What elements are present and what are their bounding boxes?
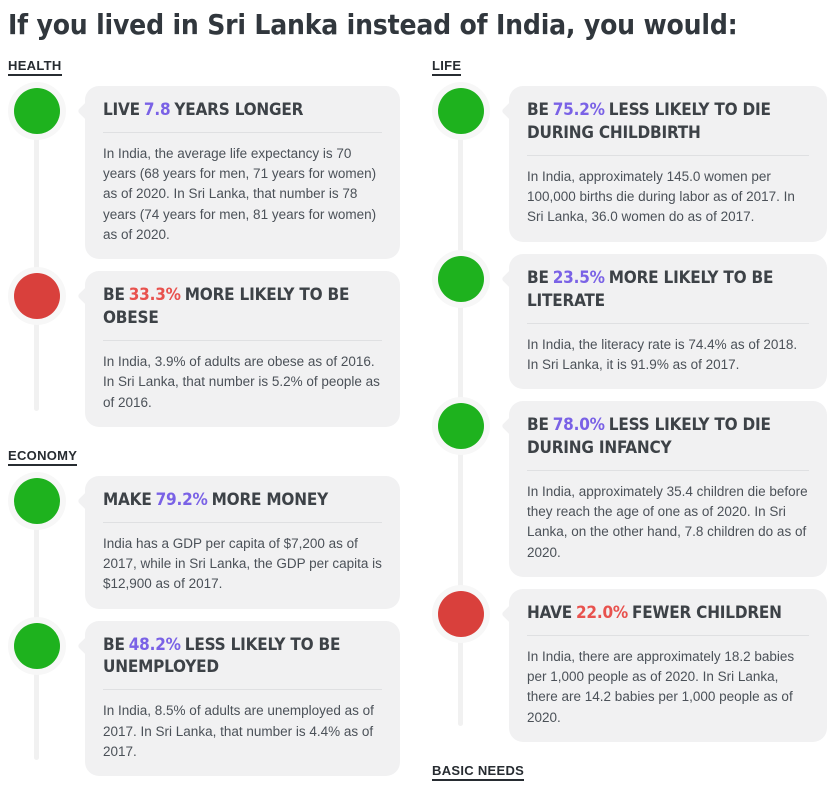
headline-value: 7.8 [143,100,171,120]
positive-indicator-icon [438,403,484,449]
comparison-card: BE 33.3% MORE LIKELY TO BE OBESE In India,… [77,271,400,427]
comparison-headline: BE 75.2% LESS LIKELY TO DIE DURING CHILDBI… [527,99,809,145]
headline-value: 79.2% [155,489,208,510]
comparison-description: In India, 8.5% of adults are unemployed … [103,703,374,759]
positive-indicator-icon [14,622,60,669]
positive-indicator-icon [14,477,60,524]
comparison-headline: BE 33.3% MORE LIKELY TO BE OBESE [103,284,382,330]
headline-value: 75.2% [552,100,605,120]
timeline-connector [34,110,39,411]
card-pointer-icon [501,101,521,121]
positive-indicator-icon [438,88,484,134]
comparison-headline: BE 48.2% LESS LIKELY TO BE UNEMPLOYED [103,634,382,680]
comparison-card: BE 78.0% LESS LIKELY TO DIE DURING INFANCY… [501,401,827,577]
comparison-item: MAKE 79.2% MORE MONEY India has a GDP per … [8,475,400,609]
comparison-item: HAVE 22.0% FEWER CHILDREN In India, there … [432,588,827,742]
headline-text-post: LESS LIKELY TO BE UNEMPLOYED [103,634,341,678]
category-cards: BE 75.2% LESS LIKELY TO DIE DURING CHILDBI… [432,86,827,742]
comparison-card: BE 75.2% LESS LIKELY TO DIE DURING CHILDBI… [501,86,827,242]
category-section-life: LIFE BE 75.2% LESS LIKELY TO DIE DURING CH… [432,57,827,742]
comparison-item: BE 33.3% MORE LIKELY TO BE OBESE In India,… [8,271,400,427]
headline-text-pre: MAKE [103,489,152,510]
category-section-basic-needs: BASIC NEEDS [432,762,827,791]
comparison-card: LIVE 7.8 YEARS LONGER In India, the averag… [77,86,400,260]
negative-indicator-icon [14,273,60,320]
headline-value: 78.0% [552,415,605,435]
headline-text-pre: BE [527,100,549,120]
comparison-headline: LIVE 7.8 YEARS LONGER [103,99,382,122]
headline-text-post: MORE LIKELY TO BE LITERATE [527,267,774,311]
category-header-basic-needs: BASIC NEEDS [432,763,525,781]
card-pointer-icon [77,101,97,121]
card-divider [103,521,382,523]
comparison-card: BE 48.2% LESS LIKELY TO BE UNEMPLOYED In I… [77,620,400,777]
card-divider [527,322,809,324]
card-pointer-icon [501,416,521,436]
page-title: If you lived in Sri Lanka instead of Ind… [8,8,738,41]
headline-text-pre: LIVE [103,100,140,120]
headline-value: 23.5% [552,267,605,288]
card-divider [527,154,809,156]
comparison-headline: BE 78.0% LESS LIKELY TO DIE DURING INFANCY [527,414,809,460]
comparison-description: In India, approximately 35.4 children di… [527,483,808,560]
comparison-description: In India, the average life expectancy is… [103,145,377,242]
headline-value: 33.3% [128,285,181,306]
category-header-health: HEALTH [8,58,62,76]
category-header-life: LIFE [432,58,462,76]
card-pointer-icon [501,268,521,289]
card-pointer-icon [77,286,97,307]
comparison-card: HAVE 22.0% FEWER CHILDREN In India, there … [501,588,827,742]
headline-text-pre: BE [527,415,549,435]
category-cards: LIVE 7.8 YEARS LONGER In India, the averag… [8,86,400,427]
comparison-item: BE 48.2% LESS LIKELY TO BE UNEMPLOYED In I… [8,620,400,777]
comparison-item: BE 23.5% MORE LIKELY TO BE LITERATE In Ind… [432,253,827,389]
positive-indicator-icon [14,88,60,134]
left-column: HEALTH LIVE 7.8 YEARS LONGER In India, the… [8,57,400,796]
comparison-description: In India, there are approximately 18.2 b… [527,648,795,725]
comparison-headline: BE 23.5% MORE LIKELY TO BE LITERATE [527,267,809,313]
headline-value: 22.0% [575,602,629,623]
comparison-item: BE 78.0% LESS LIKELY TO DIE DURING INFANCY… [432,401,827,577]
card-divider [103,689,382,691]
card-pointer-icon [77,635,97,656]
comparison-card: MAKE 79.2% MORE MONEY India has a GDP per … [77,475,400,609]
headline-text-post: MORE MONEY [211,489,329,510]
comparison-headline: HAVE 22.0% FEWER CHILDREN [527,602,809,625]
card-divider [103,340,382,342]
comparison-columns: HEALTH LIVE 7.8 YEARS LONGER In India, the… [8,57,827,811]
negative-indicator-icon [438,590,484,637]
right-column: LIFE BE 75.2% LESS LIKELY TO DIE DURING CH… [432,57,827,811]
card-divider [527,634,809,636]
headline-text-post: YEARS LONGER [174,100,304,120]
comparison-description: In India, the literacy rate is 74.4% as … [527,336,798,372]
positive-indicator-icon [438,255,484,302]
card-divider [527,469,809,471]
headline-text-pre: BE [103,634,125,655]
headline-text-pre: BE [527,267,549,288]
comparison-description: India has a GDP per capita of $7,200 as … [103,535,382,592]
comparison-headline: MAKE 79.2% MORE MONEY [103,489,382,512]
card-divider [103,131,382,133]
category-section-economy: ECONOMY MAKE 79.2% MORE MONEY India has a … [8,447,400,777]
headline-text-post: FEWER CHILDREN [632,602,782,623]
card-pointer-icon [501,603,521,624]
comparison-item: LIVE 7.8 YEARS LONGER In India, the averag… [8,86,400,260]
headline-value: 48.2% [128,634,181,655]
comparison-card: BE 23.5% MORE LIKELY TO BE LITERATE In Ind… [501,253,827,389]
category-header-economy: ECONOMY [8,448,78,466]
headline-text-pre: HAVE [527,602,572,623]
category-section-health: HEALTH LIVE 7.8 YEARS LONGER In India, the… [8,57,400,427]
comparison-description: In India, approximately 145.0 women per … [527,168,795,225]
headline-text-post: LESS LIKELY TO DIE DURING INFANCY [527,415,771,458]
card-pointer-icon [77,490,97,511]
comparison-description: In India, 3.9% of adults are obese as of… [103,354,380,410]
headline-text-post: MORE LIKELY TO BE OBESE [103,285,350,329]
headline-text-post: LESS LIKELY TO DIE DURING CHILDBIRTH [527,100,771,143]
category-cards: MAKE 79.2% MORE MONEY India has a GDP per … [8,475,400,777]
comparison-item: BE 75.2% LESS LIKELY TO DIE DURING CHILDBI… [432,86,827,242]
headline-text-pre: BE [103,285,125,306]
